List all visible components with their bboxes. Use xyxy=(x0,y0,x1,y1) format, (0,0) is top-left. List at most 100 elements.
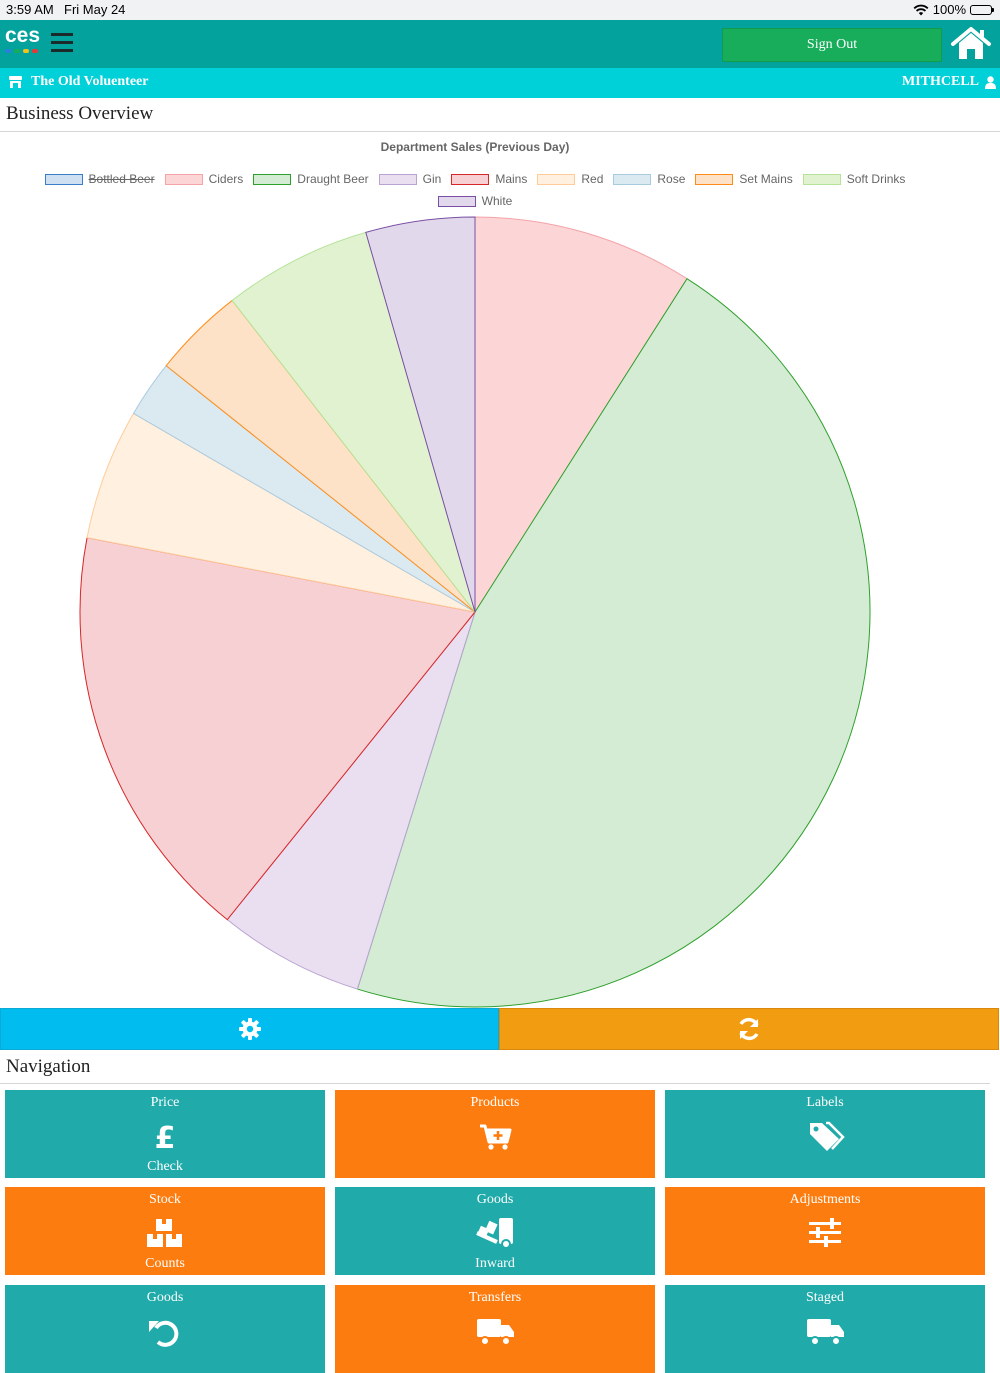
navigation-divider xyxy=(0,1083,990,1084)
battery-icon xyxy=(970,4,994,15)
tags-icon xyxy=(810,1121,845,1151)
location-bar: The Old Voluenteer MITHCELL xyxy=(0,68,1000,98)
pie-slice-soft-drinks[interactable] xyxy=(231,231,476,613)
pie-chart xyxy=(79,216,871,1008)
tile-label: Transfers xyxy=(468,1290,522,1305)
overview-title: Business Overview xyxy=(6,103,154,124)
legend-label: Mains xyxy=(495,172,528,186)
boxes-icon xyxy=(147,1219,182,1247)
truck-icon xyxy=(477,1319,514,1346)
dolly-icon xyxy=(476,1218,513,1249)
wifi-icon xyxy=(913,4,929,15)
pie-slice-red[interactable] xyxy=(86,412,476,613)
legend-swatch xyxy=(695,173,734,185)
legend-swatch xyxy=(253,173,292,185)
pie-slice-white[interactable] xyxy=(365,216,476,613)
logo-dots xyxy=(5,49,45,53)
department-sales-chart: Department Sales (Previous Day) Bottled … xyxy=(0,134,1000,1008)
user-icon xyxy=(985,75,996,89)
legend-swatch xyxy=(44,173,83,185)
legend-item-soft-drinks[interactable]: Soft Drinks xyxy=(802,172,906,186)
user-name[interactable]: MITHCELL xyxy=(902,74,996,90)
legend-swatch xyxy=(802,173,841,185)
nav-tile-staged[interactable]: Staged xyxy=(665,1285,985,1373)
undo-icon xyxy=(149,1320,179,1347)
legend-label: Draught Beer xyxy=(297,172,369,186)
tile-sublabel: Inward xyxy=(475,1256,515,1271)
app-logo[interactable]: ces xyxy=(5,24,45,56)
chart-title: Department Sales (Previous Day) xyxy=(380,140,570,154)
status-bar: 3:59 AM Fri May 24 100% xyxy=(0,0,1000,20)
chart-legend: Bottled Beer Ciders Draught Beer Gin Mains Re… xyxy=(30,172,920,216)
pie-slice-gin[interactable] xyxy=(226,611,476,990)
store-name[interactable]: The Old Voluenteer xyxy=(8,74,148,90)
tile-label: Goods xyxy=(146,1290,184,1305)
legend-label: Red xyxy=(581,172,604,186)
tile-sublabel: Counts xyxy=(145,1256,185,1271)
action-bar xyxy=(0,1008,1000,1050)
nav-tile-transfers[interactable]: Transfers xyxy=(335,1285,655,1373)
nav-tile-adjustments[interactable]: Adjustments xyxy=(665,1187,985,1275)
refresh-button[interactable] xyxy=(499,1008,999,1050)
nav-tile-goods-returns[interactable]: Goods xyxy=(5,1285,325,1373)
svg-text:£: £ xyxy=(155,1121,176,1152)
pie-slice-draught-beer[interactable] xyxy=(356,278,871,1008)
logo-text: ces xyxy=(5,24,41,47)
legend-item-rose[interactable]: Rose xyxy=(613,172,685,186)
legend-swatch xyxy=(164,173,203,185)
tile-label: Goods xyxy=(476,1192,514,1207)
legend-item-white[interactable]: White xyxy=(437,194,513,208)
legend-label: White xyxy=(481,194,513,208)
legend-label: Ciders xyxy=(208,172,244,186)
settings-button[interactable] xyxy=(0,1008,499,1050)
tile-label: Price xyxy=(150,1095,180,1110)
legend-label: Soft Drinks xyxy=(846,172,906,186)
legend-item-draught-beer[interactable]: Draught Beer xyxy=(253,172,369,186)
navigation-title: Navigation xyxy=(6,1056,91,1077)
tile-label: Stock xyxy=(149,1192,181,1207)
legend-label: Rose xyxy=(657,172,686,186)
legend-swatch xyxy=(437,195,476,207)
legend-swatch xyxy=(537,173,576,185)
legend-item-ciders[interactable]: Ciders xyxy=(164,172,244,186)
nav-tile-price-check[interactable]: Price £ Check xyxy=(5,1090,325,1178)
menu-icon[interactable] xyxy=(51,33,73,55)
status-time: 3:59 AM xyxy=(6,2,54,17)
legend-item-mains[interactable]: Mains xyxy=(451,172,527,186)
legend-item-gin[interactable]: Gin xyxy=(378,172,442,186)
nav-tile-goods-inward[interactable]: Goods Inward xyxy=(335,1187,655,1275)
store-icon xyxy=(9,76,22,88)
legend-swatch xyxy=(378,173,417,185)
pie-slice-ciders[interactable] xyxy=(474,216,688,614)
nav-tile-products[interactable]: Products xyxy=(335,1090,655,1178)
tile-label: Adjustments xyxy=(789,1192,861,1207)
legend-item-red[interactable]: Red xyxy=(537,172,603,186)
cart-plus-icon xyxy=(480,1124,512,1150)
truck-icon xyxy=(807,1319,844,1346)
nav-tile-stock-counts[interactable]: Stock Counts xyxy=(5,1187,325,1275)
legend-item-set-mains[interactable]: Set Mains xyxy=(695,172,793,186)
user-label: MITHCELL xyxy=(901,74,979,89)
pound-icon: £ xyxy=(155,1121,176,1152)
nav-tile-labels[interactable]: Labels xyxy=(665,1090,985,1178)
tile-sublabel: Check xyxy=(147,1159,183,1174)
legend-label: Set Mains xyxy=(739,172,793,186)
legend-swatch xyxy=(451,173,490,185)
home-icon[interactable] xyxy=(950,26,992,62)
status-date: Fri May 24 xyxy=(64,2,126,17)
tile-label: Labels xyxy=(806,1095,844,1110)
legend-item-bottled-beer[interactable]: Bottled Beer xyxy=(44,172,155,186)
refresh-icon xyxy=(739,1017,759,1041)
tile-label: Staged xyxy=(805,1290,845,1305)
pie-slice-mains[interactable] xyxy=(79,537,476,921)
gear-icon xyxy=(238,1018,261,1040)
legend-swatch xyxy=(613,173,652,185)
tile-label: Products xyxy=(470,1095,520,1110)
status-right: 100% xyxy=(913,2,994,17)
battery-percent: 100% xyxy=(932,2,966,17)
legend-label: Gin xyxy=(422,172,442,186)
overview-divider xyxy=(0,131,1000,132)
store-label: The Old Voluenteer xyxy=(31,74,149,89)
legend-label: Bottled Beer xyxy=(88,172,155,186)
sign-out-button[interactable]: Sign Out xyxy=(722,28,942,62)
